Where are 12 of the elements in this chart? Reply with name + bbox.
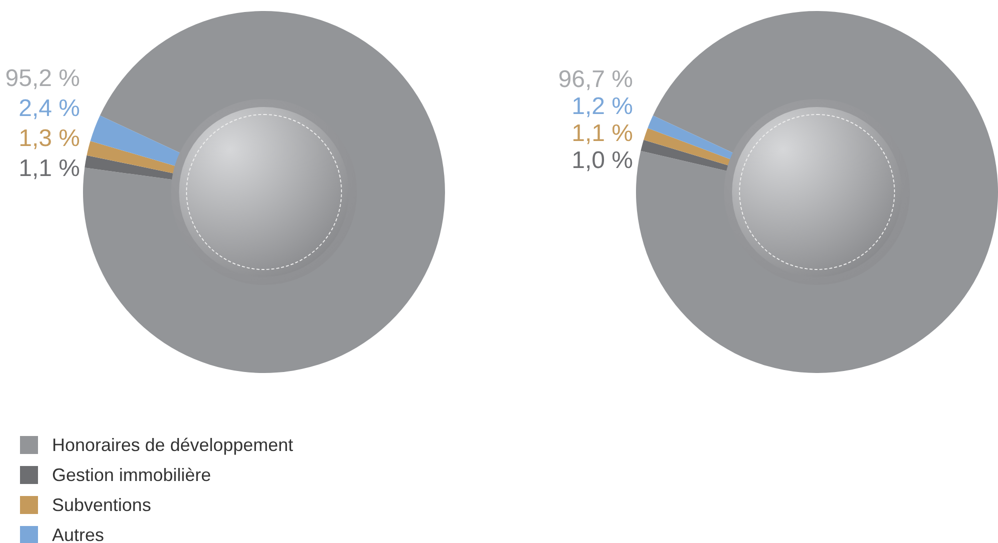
data-label: 1,3 % <box>18 124 80 154</box>
legend-label: Gestion immobilière <box>51 464 212 486</box>
data-label: 2,4 % <box>18 94 80 124</box>
legend-label: Autres <box>51 524 106 543</box>
legend-label: Subventions <box>51 494 152 516</box>
data-label: 96,7 % <box>558 66 633 93</box>
data-label: 1,1 % <box>18 154 80 184</box>
data-label: 1,0 % <box>570 147 633 174</box>
data-label: 95,2 % <box>5 64 80 94</box>
data-label: 1,2 % <box>570 93 633 120</box>
data-label: 1,1 % <box>570 120 633 147</box>
legend-label: Honoraires de développement <box>51 434 294 457</box>
